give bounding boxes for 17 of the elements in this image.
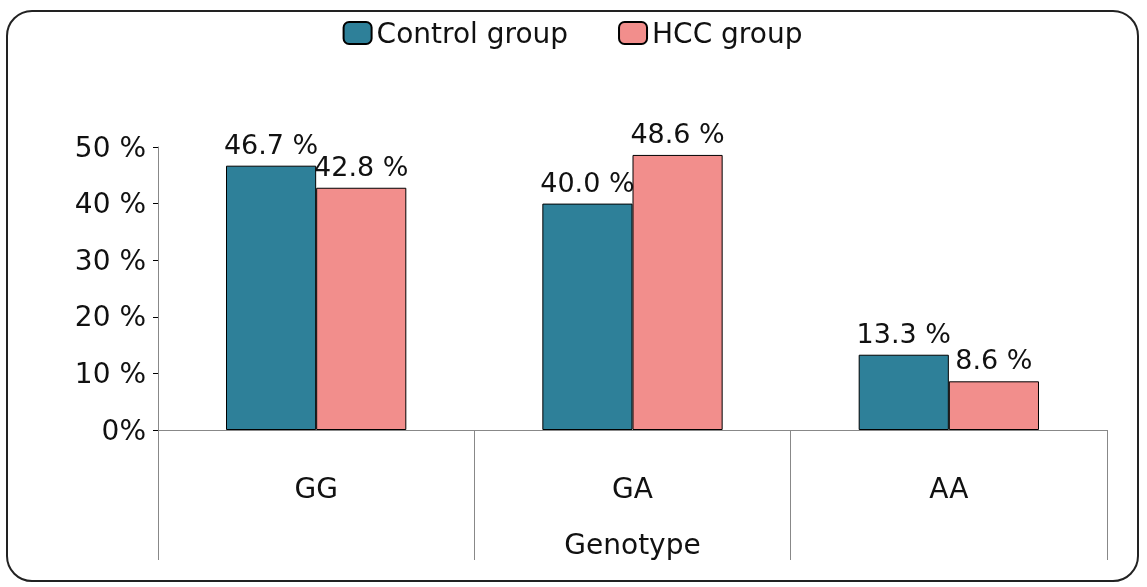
data-label: 8.6 % bbox=[955, 344, 1033, 376]
y-tick-label: 50 % bbox=[74, 130, 146, 164]
data-label: 48.6 % bbox=[630, 117, 725, 149]
x-axis-title: Genotype bbox=[564, 527, 701, 561]
x-tick-label: GA bbox=[612, 471, 653, 505]
y-tick-label: 30 % bbox=[74, 243, 146, 277]
y-tick-label: 10 % bbox=[74, 356, 146, 390]
legend-label: Control group bbox=[376, 16, 569, 50]
y-tick-label: 20 % bbox=[74, 300, 146, 334]
data-label: 46.7 % bbox=[223, 128, 319, 160]
y-tick-label: 40 % bbox=[74, 187, 146, 221]
data-label: 40.0 % bbox=[540, 166, 635, 198]
x-tick-label: GG bbox=[294, 471, 338, 505]
x-tick-label: AA bbox=[929, 471, 969, 505]
legend-label: HCC group bbox=[652, 16, 803, 50]
y-tick-label: 0% bbox=[101, 413, 146, 447]
data-label: 13.3 % bbox=[856, 317, 951, 349]
